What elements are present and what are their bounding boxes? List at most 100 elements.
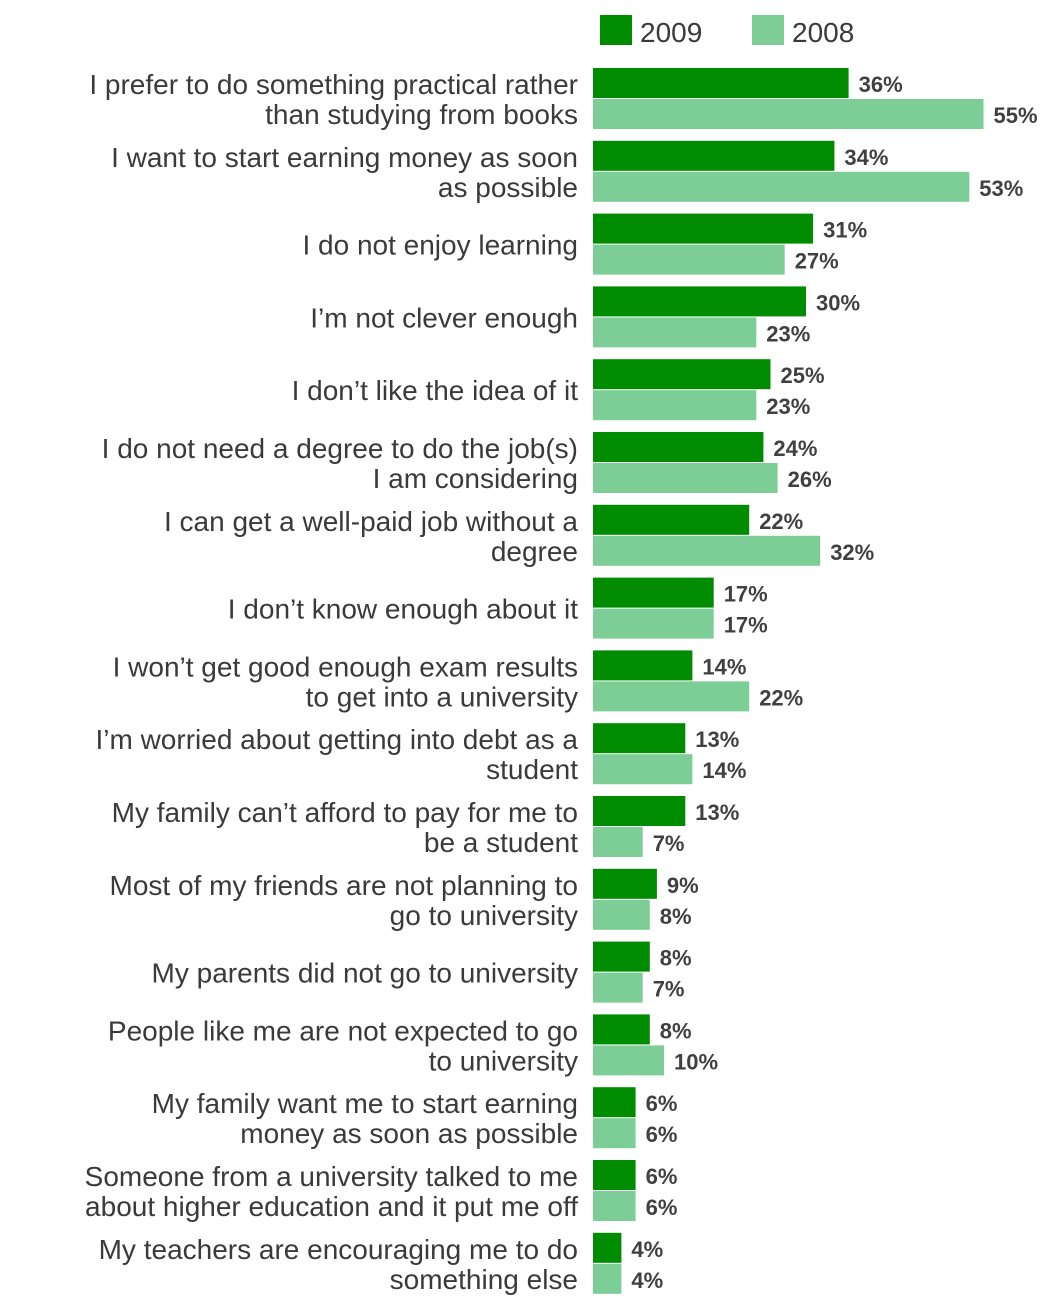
bar-2008 — [593, 99, 984, 129]
value-label-2008: 7% — [653, 831, 685, 856]
value-label-2008: 6% — [646, 1195, 678, 1220]
legend-label-2009: 2009 — [640, 17, 702, 48]
bar-2009 — [593, 359, 771, 390]
bar-2008 — [593, 972, 643, 1003]
value-label-2008: 22% — [759, 685, 803, 710]
category-label: be a student — [424, 827, 578, 858]
bar-2008 — [593, 1191, 636, 1221]
value-label-2008: 17% — [724, 613, 768, 638]
value-label-2009: 22% — [759, 509, 803, 534]
bar-2008 — [593, 608, 714, 639]
value-label-2008: 53% — [979, 176, 1023, 201]
category-labels: I prefer to do something practical rathe… — [85, 69, 579, 1295]
category-label: My family want me to start earning — [152, 1088, 578, 1119]
bar-2008 — [593, 535, 821, 566]
value-label-2009: 24% — [773, 436, 817, 461]
value-label-2008: 7% — [653, 977, 685, 1002]
category-label: People like me are not expected to go — [108, 1015, 578, 1046]
category-label: I’m worried about getting into debt as a — [95, 724, 578, 755]
value-label-2009: 34% — [844, 145, 888, 170]
bar-2008 — [593, 244, 785, 275]
value-label-2009: 4% — [631, 1237, 663, 1262]
bar-2008 — [593, 171, 970, 202]
category-label: I want to start earning money as soon — [111, 142, 578, 173]
value-label-2009: 31% — [823, 218, 867, 243]
bar-2009 — [593, 286, 806, 317]
bar-2008 — [593, 390, 757, 421]
value-label-2008: 10% — [674, 1049, 718, 1074]
value-label-2009: 9% — [667, 873, 699, 898]
category-label: I am considering — [373, 463, 578, 494]
legend-swatch-2008 — [752, 15, 784, 45]
category-label: something else — [390, 1264, 578, 1295]
bar-2009 — [593, 723, 686, 754]
bar-2009 — [593, 504, 750, 535]
category-label: student — [486, 754, 578, 785]
bar-2008 — [593, 463, 778, 493]
category-label: go to university — [390, 900, 578, 931]
bar-2009 — [593, 1014, 650, 1045]
category-label: than studying from books — [265, 99, 578, 130]
value-label-2009: 13% — [695, 727, 739, 752]
value-label-2008: 23% — [766, 321, 810, 346]
bar-2008 — [593, 681, 750, 712]
legend: 2009 2008 — [600, 15, 854, 48]
bar-2009 — [593, 432, 764, 462]
bar-2009 — [593, 213, 814, 244]
category-label: money as soon as possible — [240, 1118, 578, 1149]
category-label: as possible — [438, 172, 578, 203]
bar-2009 — [593, 796, 686, 826]
bar-2008 — [593, 1045, 664, 1076]
value-label-2008: 14% — [702, 758, 746, 783]
value-label-2008: 26% — [788, 467, 832, 492]
bar-2009 — [593, 1087, 636, 1118]
category-label: My parents did not go to university — [152, 958, 578, 989]
category-label: My family can’t afford to pay for me to — [112, 797, 578, 828]
bar-2009 — [593, 941, 650, 972]
category-label: I don’t know enough about it — [228, 594, 578, 625]
value-label-2009: 8% — [660, 946, 692, 971]
category-label: I don’t like the idea of it — [292, 375, 579, 406]
category-label: about higher education and it put me off — [85, 1191, 578, 1222]
value-label-2008: 32% — [830, 540, 874, 565]
bar-2009 — [593, 577, 714, 608]
value-label-2009: 8% — [660, 1018, 692, 1043]
bar-2008 — [593, 1118, 636, 1149]
value-label-2009: 30% — [816, 290, 860, 315]
value-label-2009: 6% — [646, 1091, 678, 1116]
category-label: to university — [429, 1045, 578, 1076]
bar-2008 — [593, 317, 757, 348]
category-label: to get into a university — [306, 681, 578, 712]
value-label-2009: 13% — [695, 800, 739, 825]
value-label-2008: 27% — [795, 249, 839, 274]
bar-2008 — [593, 827, 643, 857]
value-label-2008: 55% — [994, 103, 1038, 128]
value-label-2008: 23% — [766, 394, 810, 419]
category-label: I can get a well-paid job without a — [164, 506, 578, 537]
category-label: degree — [491, 536, 578, 567]
value-labels: 36%55%34%53%31%27%30%23%25%23%24%26%22%3… — [631, 72, 1037, 1293]
bar-2009 — [593, 650, 693, 681]
category-label: My teachers are encouraging me to do — [99, 1234, 578, 1265]
value-label-2008: 6% — [646, 1122, 678, 1147]
value-label-2009: 6% — [646, 1164, 678, 1189]
category-label: I do not need a degree to do the job(s) — [102, 433, 578, 464]
bar-2009 — [593, 1232, 622, 1263]
value-label-2008: 8% — [660, 904, 692, 929]
value-label-2008: 4% — [631, 1268, 663, 1293]
bar-2008 — [593, 1263, 622, 1294]
bar-2009 — [593, 868, 657, 899]
bar-2008 — [593, 754, 693, 785]
category-label: I prefer to do something practical rathe… — [89, 69, 578, 100]
value-label-2009: 17% — [724, 582, 768, 607]
value-label-2009: 25% — [781, 363, 825, 388]
bar-2009 — [593, 140, 835, 171]
bar-2009 — [593, 68, 849, 98]
bar-2009 — [593, 1160, 636, 1190]
value-label-2009: 14% — [702, 654, 746, 679]
category-label: Most of my friends are not planning to — [110, 870, 578, 901]
legend-swatch-2009 — [600, 15, 632, 45]
category-label: Someone from a university talked to me — [85, 1161, 578, 1192]
category-label: I won’t get good enough exam results — [113, 651, 578, 682]
